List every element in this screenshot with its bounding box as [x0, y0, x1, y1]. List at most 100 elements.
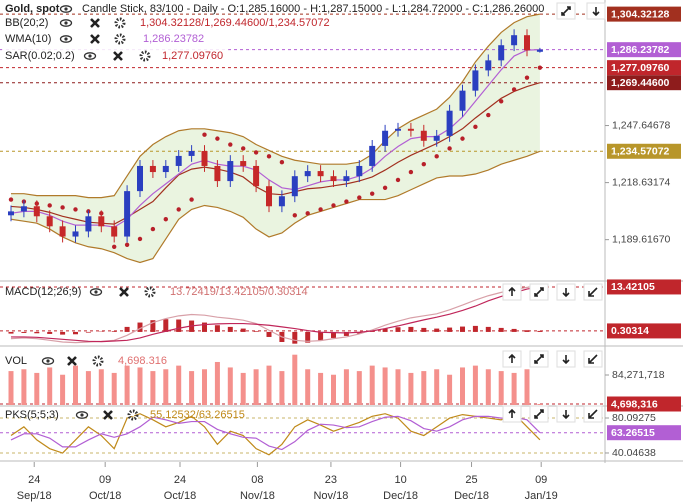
candle-body — [214, 165, 221, 182]
sar-dot — [473, 124, 478, 130]
indicator-readout: 1,286.23782 — [143, 33, 204, 45]
y-tick-label: 84,271,718 — [612, 369, 665, 381]
candle-body — [330, 176, 337, 182]
candle-body — [369, 145, 376, 166]
histogram-bar — [498, 327, 504, 332]
panel-title: PKS(5;5;3) — [5, 409, 59, 421]
panel-title: VOL — [5, 355, 27, 367]
eye-shape — [41, 357, 55, 365]
y-tick-label: 1,189.61670 — [612, 233, 671, 245]
eye-icon[interactable] — [59, 19, 73, 27]
bb-upper-line — [11, 13, 541, 199]
button-glyph — [561, 6, 571, 16]
eye-shape — [89, 288, 103, 296]
close-icon[interactable] — [90, 34, 100, 44]
up-button[interactable] — [502, 350, 522, 368]
volume-bar — [485, 369, 491, 405]
close-icon[interactable] — [90, 18, 100, 28]
volume-bar — [292, 354, 298, 405]
volume-bar — [202, 369, 207, 405]
eye-icon[interactable] — [89, 288, 103, 296]
x-tick-label: 09 — [99, 474, 111, 486]
volume-bar — [447, 374, 453, 405]
histogram-bar — [111, 331, 117, 332]
candle-body — [20, 206, 27, 212]
candle-body — [162, 165, 169, 173]
histogram-bar — [408, 326, 414, 332]
panel-readout: 4,698.316 — [118, 355, 167, 367]
sar-dot — [163, 217, 168, 222]
x-tick-month: Oct/18 — [89, 490, 121, 502]
close-icon[interactable] — [113, 51, 123, 61]
gear-icon[interactable] — [114, 17, 126, 29]
expand-button[interactable] — [529, 283, 549, 301]
button-glyph — [508, 408, 516, 418]
histogram-bar — [318, 331, 324, 341]
candle-body — [124, 191, 131, 237]
expand-button[interactable] — [529, 405, 549, 423]
up-button[interactable] — [502, 405, 522, 423]
eye-icon[interactable] — [83, 52, 97, 60]
gear-icon[interactable] — [127, 409, 139, 421]
panel-title: MACD(12;26;9) — [5, 286, 81, 298]
volume-bar — [21, 369, 27, 405]
collapse-button[interactable] — [583, 405, 603, 423]
volume-bar — [150, 371, 156, 405]
value-tag — [607, 60, 681, 76]
volume-bar — [279, 371, 285, 405]
sar-dot — [150, 226, 156, 232]
gear-icon[interactable] — [92, 355, 104, 367]
button-glyph — [562, 355, 570, 365]
gear-teeth — [92, 355, 104, 367]
eye-icon[interactable] — [41, 357, 55, 365]
volume-bar — [98, 369, 104, 405]
close-icon[interactable] — [67, 356, 77, 366]
close-icon[interactable] — [119, 287, 129, 297]
button-glyph — [508, 286, 516, 296]
volume-bar — [331, 374, 336, 405]
histogram-bar — [163, 319, 169, 332]
value-tag-label: 0.30314 — [611, 325, 649, 337]
gear-hub — [131, 413, 135, 417]
volume-bar — [73, 365, 78, 405]
expand-button[interactable] — [529, 350, 549, 368]
eye-icon[interactable] — [59, 35, 73, 43]
histogram-bar — [73, 331, 78, 335]
down-button[interactable] — [586, 2, 606, 20]
gear-icon[interactable] — [144, 286, 156, 298]
indicator-name: BB(20;2) — [5, 17, 48, 29]
volume-bar — [408, 372, 414, 405]
y-tick-label: 1,218.63174 — [612, 176, 671, 188]
sar-dot — [292, 213, 297, 218]
gear-hub — [118, 21, 122, 25]
collapse-button[interactable] — [583, 350, 603, 368]
expand-button[interactable] — [556, 2, 576, 20]
sar-dot — [511, 87, 517, 92]
volume-bar — [176, 365, 182, 405]
histogram-bar — [202, 322, 207, 332]
eye-icon[interactable] — [75, 411, 89, 419]
down-button[interactable] — [556, 350, 576, 368]
gear-teeth — [114, 33, 126, 45]
indicator-readout: 1,277.09760 — [162, 50, 223, 62]
candle-body — [407, 128, 414, 131]
up-button[interactable] — [502, 283, 522, 301]
eye-pupil — [94, 290, 98, 294]
gear-teeth — [139, 50, 151, 62]
volume-bar — [163, 369, 169, 405]
volume-bar — [434, 369, 440, 405]
down-button[interactable] — [556, 283, 576, 301]
collapse-button[interactable] — [583, 283, 603, 301]
histogram-bar — [150, 320, 156, 332]
gear-icon[interactable] — [114, 33, 126, 45]
close-icon[interactable] — [103, 410, 113, 420]
x-tick-month: Nov/18 — [313, 490, 348, 502]
sar-dot — [266, 154, 272, 159]
down-button[interactable] — [556, 405, 576, 423]
volume-bar — [318, 372, 324, 405]
eye-icon[interactable] — [59, 5, 73, 13]
gear-icon[interactable] — [139, 50, 151, 62]
bb-lower-line — [10, 150, 541, 264]
button-glyph — [588, 409, 598, 419]
histogram-bar — [292, 331, 298, 344]
